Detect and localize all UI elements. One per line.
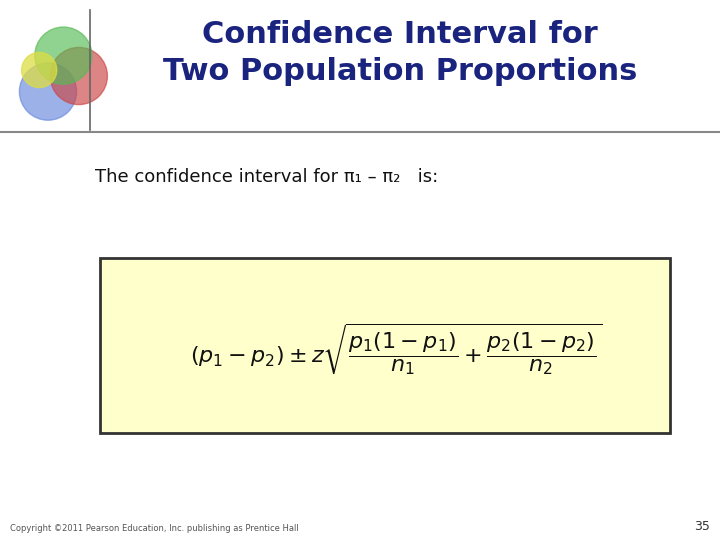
Text: Copyright ©2011 Pearson Education, Inc. publishing as Prentice Hall: Copyright ©2011 Pearson Education, Inc. … xyxy=(10,524,299,533)
Circle shape xyxy=(22,52,57,87)
FancyBboxPatch shape xyxy=(100,258,670,433)
Text: The confidence interval for π₁ – π₂   is:: The confidence interval for π₁ – π₂ is: xyxy=(95,168,438,186)
Circle shape xyxy=(35,27,92,84)
Circle shape xyxy=(50,48,107,105)
Circle shape xyxy=(19,63,76,120)
Text: $(p_1 - p_2) \pm z\sqrt{\dfrac{p_1(1-p_1)}{n_1} + \dfrac{p_2(1-p_2)}{n_2}}$: $(p_1 - p_2) \pm z\sqrt{\dfrac{p_1(1-p_1… xyxy=(190,321,603,377)
Text: Confidence Interval for
Two Population Proportions: Confidence Interval for Two Population P… xyxy=(163,20,637,86)
Text: 35: 35 xyxy=(694,520,710,533)
